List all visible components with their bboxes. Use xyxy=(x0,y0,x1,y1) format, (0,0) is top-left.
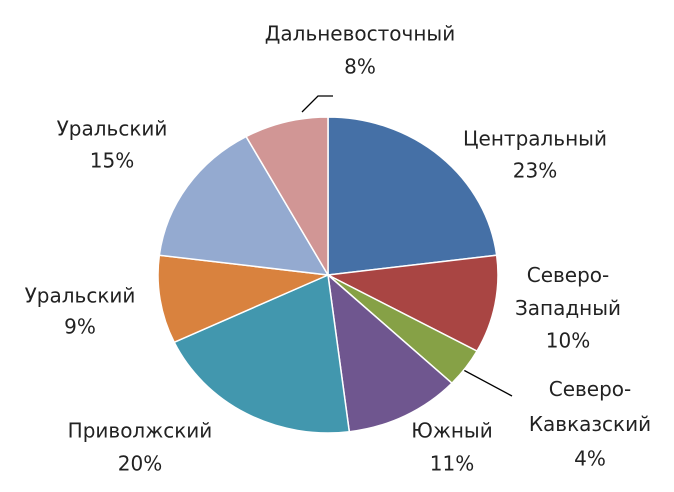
slice-label: Дальневосточный xyxy=(265,22,455,46)
slice-label: Уральский xyxy=(25,284,136,308)
value-label: 8% xyxy=(344,55,376,79)
slices xyxy=(157,116,499,434)
value-label: 20% xyxy=(118,452,162,476)
slice-label: Приволжский xyxy=(68,419,213,443)
value-label: 11% xyxy=(430,452,474,476)
slice-label: Уральский xyxy=(57,117,168,141)
value-label: 23% xyxy=(513,159,557,183)
pie-slice xyxy=(158,135,330,276)
value-label: 10% xyxy=(546,329,590,353)
value-label: 9% xyxy=(64,315,96,339)
leader-line xyxy=(301,95,333,113)
slice-label: Южный xyxy=(411,419,492,443)
pie-slice xyxy=(325,254,499,353)
slice-label: Северо-Западный xyxy=(515,263,621,320)
value-label: 4% xyxy=(574,447,606,471)
pie-slice xyxy=(327,116,498,276)
value-label: 15% xyxy=(90,149,134,173)
pie-slice xyxy=(157,254,331,344)
slice-label: Северо-Кавказский xyxy=(529,377,651,436)
leader-line xyxy=(455,365,513,397)
pie-slice xyxy=(245,116,329,278)
slice-label: Центральный xyxy=(463,127,607,151)
pie-slice xyxy=(173,273,351,434)
pie-slice xyxy=(326,273,454,433)
